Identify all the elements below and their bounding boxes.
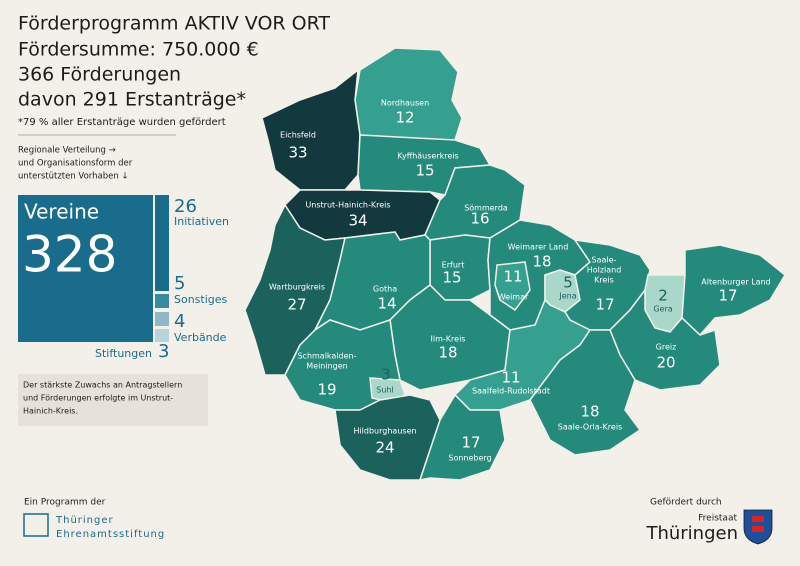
org-count: 328 <box>22 226 117 284</box>
note-box <box>18 374 208 426</box>
region-count: 12 <box>395 109 414 127</box>
org-name: Initiativen <box>174 215 229 228</box>
region-name: Saale-Orla-Kreis <box>558 423 622 432</box>
org-name: Verbände <box>174 331 227 344</box>
region-count: 11 <box>501 369 520 387</box>
region-name: Eichsfeld <box>280 131 316 140</box>
region-count: 18 <box>580 403 599 421</box>
region-count: 18 <box>438 344 457 362</box>
region-name: Suhl <box>376 386 393 395</box>
region-count: 11 <box>503 268 522 286</box>
region-count: 33 <box>288 144 307 162</box>
footer-caption: Gefördert durch <box>650 498 722 508</box>
region-name: Erfurt <box>442 261 465 270</box>
region-count: 17 <box>718 287 737 305</box>
region-count: 15 <box>415 162 434 180</box>
footnote: *79 % aller Erstanträge wurden gefördert <box>18 117 226 128</box>
header-line: davon 291 Erstanträge* <box>18 89 246 111</box>
org-block <box>155 329 169 342</box>
region <box>681 244 786 337</box>
region-name: Ilm-Kreis <box>431 335 466 344</box>
region-name: Sömmerda <box>464 204 508 213</box>
region-count: 16 <box>470 210 489 228</box>
state-name: Thüringen <box>645 523 738 544</box>
org-name: Vereine <box>24 200 99 224</box>
region-name: Saale- <box>592 256 617 265</box>
region-name: Weimar <box>498 293 529 302</box>
region <box>418 393 506 481</box>
region-name: Hildburghausen <box>353 427 416 436</box>
org-block <box>155 195 169 291</box>
region-name: Schmalkalden- <box>297 352 356 361</box>
region-name: Kyffhäuserkreis <box>397 152 458 161</box>
intro-line: und Organisationsform der <box>18 159 133 169</box>
org-count: 4 <box>174 311 185 332</box>
org-count: 3 <box>158 341 169 362</box>
region-count: 17 <box>461 434 480 452</box>
note-line: Der stärkste Zuwachs an Antragstellern <box>23 381 182 390</box>
footer-caption: Ein Programm der <box>24 498 106 508</box>
state-label: Freistaat <box>698 514 737 524</box>
header-line: Fördersumme: 750.000 € <box>18 39 259 61</box>
region-count: 27 <box>287 296 306 314</box>
org-count: 5 <box>174 273 185 294</box>
region-name: Altenburger Land <box>701 278 770 287</box>
org-count: 26 <box>174 196 197 217</box>
region-count: 18 <box>532 253 551 271</box>
region-name: Meiningen <box>306 362 347 371</box>
region-name: Holzland <box>587 266 622 275</box>
crest-stripes <box>752 516 764 532</box>
region-name: Nordhausen <box>381 99 429 108</box>
region-name: Sonneberg <box>448 454 491 463</box>
org-name: Stiftungen <box>95 347 152 360</box>
foundation-name: Ehrenamtsstiftung <box>56 529 165 540</box>
region-count: 19 <box>317 381 336 399</box>
title: Förderprogramm AKTIV VOR ORT <box>18 13 330 35</box>
region-name: Weimarer Land <box>508 243 569 252</box>
region-name: Wartburgkreis <box>269 283 325 292</box>
region-name: Saalfeld-Rudolstadt <box>472 387 550 396</box>
header-line: 366 Förderungen <box>18 64 181 86</box>
foundation-name: Thüringer <box>55 515 114 526</box>
region-count: 2 <box>658 287 668 305</box>
region-count: 34 <box>348 212 367 230</box>
region-name: Jena <box>558 292 576 301</box>
intro-line: Regionale Verteilung → <box>18 146 116 156</box>
org-block <box>155 294 169 308</box>
region <box>529 329 642 456</box>
region-name: Greiz <box>656 343 677 352</box>
region-name: Kreis <box>594 276 614 285</box>
org-block <box>18 195 153 342</box>
region <box>494 261 531 312</box>
region-name: Gera <box>653 305 672 314</box>
region-name: Unstrut-Hainich-Kreis <box>305 201 390 210</box>
region-count: 3 <box>381 366 391 384</box>
region-count: 24 <box>375 439 394 457</box>
org-name: Sonstiges <box>174 293 228 306</box>
org-block <box>155 312 169 326</box>
region-count: 5 <box>563 274 573 292</box>
region-name: Gotha <box>373 285 397 294</box>
region-count: 14 <box>377 295 396 313</box>
foundation-logo-mark <box>23 513 49 537</box>
note-line: und Förderungen erfolgte im Unstrut- <box>23 394 173 403</box>
note-line: Hainich-Kreis. <box>23 407 78 416</box>
region-count: 15 <box>442 269 461 287</box>
intro-line: unterstützten Vorhaben ↓ <box>18 172 129 182</box>
region-count: 17 <box>595 296 614 314</box>
region-count: 20 <box>656 354 675 372</box>
